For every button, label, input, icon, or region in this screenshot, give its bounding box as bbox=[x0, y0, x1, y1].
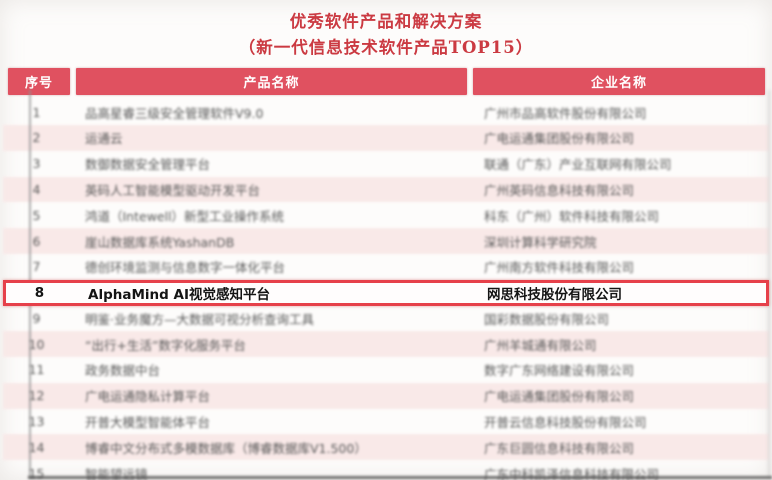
product-name-cell: 数御数据安全管理平台 bbox=[85, 157, 211, 173]
company-name-cell: 科东（广州）软件科技有限公司 bbox=[484, 208, 660, 224]
product-name-cell: 博睿中文分布式多模数据库（博睿数据库V1.500） bbox=[85, 440, 367, 456]
row-number-cell: 3 bbox=[32, 156, 41, 172]
company-name-cell: 广电运通集团股份有限公司 bbox=[484, 131, 635, 147]
table-row: 9 明鉴·业务魔方—大数据可视分析查询工具 国彩数据股份有限公司 bbox=[3, 306, 769, 332]
header-cell-product-name: 产品名称 bbox=[76, 68, 467, 96]
product-name-cell: 崖山数据库系统YashanDB bbox=[85, 234, 235, 250]
table-row: 2 运通云 广电运通集团股份有限公司 bbox=[3, 124, 769, 151]
row-number-cell: 6 bbox=[32, 233, 41, 249]
page-subtitle: （新一代信息技术软件产品TOP15） bbox=[238, 37, 534, 57]
product-name-cell: 广电运通隐私计算平台 bbox=[85, 389, 211, 405]
product-name-cell: “出行+生活”数字化服务平台 bbox=[85, 337, 246, 353]
title-block: 优秀软件产品和解决方案 （新一代信息技术软件产品TOP15） bbox=[0, 0, 772, 60]
page-title: 优秀软件产品和解决方案 bbox=[289, 12, 483, 31]
row-number-cell: 8 bbox=[34, 284, 45, 301]
company-name-cell: 数字广东网络建设有限公司 bbox=[484, 363, 635, 379]
company-name-cell: 广州南方软件科技有限公司 bbox=[484, 260, 635, 276]
table-row-highlighted: 8 AlphaMind AI视觉感知平台 网思科技股份有限公司 bbox=[3, 279, 769, 306]
product-name-cell: 开普大模型智能体平台 bbox=[85, 415, 211, 431]
row-number-cell: 4 bbox=[32, 181, 41, 197]
table-row: 6 崖山数据库系统YashanDB 深圳计算科学研究院 bbox=[3, 228, 769, 254]
product-name-cell: 鸿道（Intewell）新型工业操作系统 bbox=[85, 208, 285, 224]
product-name-cell: 政务数据中台 bbox=[85, 363, 161, 379]
product-name-cell: 英码人工智能模型驱动开发平台 bbox=[85, 182, 261, 198]
product-name-cell: AlphaMind AI视觉感知平台 bbox=[88, 286, 270, 303]
company-name-cell: 广州市品高软件股份有限公司 bbox=[484, 105, 647, 121]
row-number-cell: 5 bbox=[32, 207, 41, 223]
table-header-row: 序号 产品名称 企业名称 bbox=[8, 68, 765, 96]
table-body: 1 品高星睿三级安全管理软件V9.0 广州市品高软件股份有限公司 2 运通云 广电运通集团… bbox=[3, 99, 769, 480]
table-row: 5 鸿道（Intewell）新型工业操作系统 科东（广州）软件科技有限公司 bbox=[3, 202, 769, 228]
company-name-cell: 联通（广东）产业互联网有限公司 bbox=[484, 157, 672, 173]
row-number-cell: 14 bbox=[28, 439, 45, 455]
product-name-cell: 运通云 bbox=[85, 131, 123, 147]
company-name-cell: 开普云信息科技股份有限公司 bbox=[484, 415, 647, 431]
table-row: 1 品高星睿三级安全管理软件V9.0 广州市品高软件股份有限公司 bbox=[3, 99, 769, 125]
company-name-cell: 广州羊城通有限公司 bbox=[484, 337, 597, 353]
table-row: 7 德创环境监测与信息数字一体化平台 广州南方软件科技有限公司 bbox=[3, 254, 769, 280]
table-row: 12 广电运通隐私计算平台 广电运通集团股份有限公司 bbox=[3, 382, 769, 409]
product-name-cell: 品高星睿三级安全管理软件V9.0 bbox=[85, 105, 264, 121]
table-row: 14 博睿中文分布式多模数据库（博睿数据库V1.500） 广东巨圆信息科技有限公司 bbox=[3, 434, 769, 461]
scan-artifact-bottom-line bbox=[28, 476, 772, 479]
header-cell-company-name: 企业名称 bbox=[473, 68, 765, 96]
table-row: 13 开普大模型智能体平台 开普云信息科技股份有限公司 bbox=[3, 409, 769, 435]
row-number-cell: 9 bbox=[32, 310, 41, 326]
company-name-cell: 广电运通集团股份有限公司 bbox=[484, 389, 635, 405]
header-cell-index: 序号 bbox=[8, 68, 70, 96]
table-row: 4 英码人工智能模型驱动开发平台 广州英码信息科技有限公司 bbox=[3, 176, 769, 203]
row-number-cell: 10 bbox=[28, 336, 45, 352]
company-name-cell: 网思科技股份有限公司 bbox=[487, 286, 622, 303]
table-row: 3 数御数据安全管理平台 联通（广东）产业互联网有限公司 bbox=[3, 151, 769, 177]
company-name-cell: 广东巨圆信息科技有限公司 bbox=[484, 440, 635, 456]
product-name-cell: 明鉴·业务魔方—大数据可视分析查询工具 bbox=[85, 311, 314, 327]
row-number-cell: 13 bbox=[28, 414, 45, 430]
company-name-cell: 国彩数据股份有限公司 bbox=[484, 311, 610, 327]
company-name-cell: 深圳计算科学研究院 bbox=[484, 234, 597, 250]
row-number-cell: 7 bbox=[32, 259, 41, 275]
table-row: 11 政务数据中台 数字广东网络建设有限公司 bbox=[3, 357, 769, 383]
table-row: 10 “出行+生活”数字化服务平台 广州羊城通有限公司 bbox=[3, 331, 769, 358]
row-number-cell: 2 bbox=[32, 130, 41, 146]
company-name-cell: 广州英码信息科技有限公司 bbox=[484, 182, 635, 198]
product-name-cell: 德创环境监测与信息数字一体化平台 bbox=[85, 260, 286, 276]
scan-artifact-right-line bbox=[768, 90, 770, 478]
row-number-cell: 11 bbox=[28, 362, 45, 378]
row-number-cell: 1 bbox=[32, 104, 41, 120]
row-number-cell: 12 bbox=[28, 388, 45, 404]
